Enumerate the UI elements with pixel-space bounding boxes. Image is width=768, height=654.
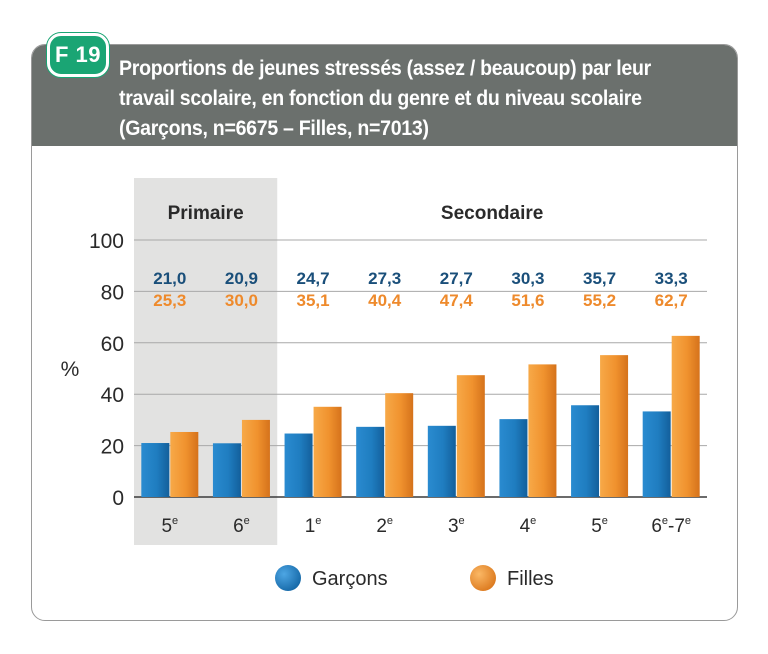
data-label-garcons: 24,7 [297,269,330,288]
bar-garcons [212,443,241,497]
data-label-garcons: 35,7 [583,269,616,288]
legend-swatch-filles [470,565,496,591]
y-tick-label: 20 [101,436,124,459]
bar-garcons [284,433,313,497]
legend-swatch-garcons [275,565,301,591]
data-label-garcons: 27,3 [368,269,401,288]
data-label-filles: 40,4 [368,291,402,310]
data-label-filles: 47,4 [440,291,474,310]
legend-label-filles: Filles [507,568,554,590]
data-label-filles: 25,3 [153,291,186,310]
bar-garcons [141,443,170,497]
bar-garcons [356,426,385,497]
figure-number: F 19 [54,42,102,67]
data-label-garcons: 30,3 [511,269,544,288]
figure-number-badge: F 19 [47,33,109,77]
x-tick-label: 3e [448,515,465,537]
data-label-garcons: 27,7 [440,269,473,288]
x-tick-label: 5e [591,515,608,537]
data-label-filles: 30,0 [225,291,258,310]
bar-garcons [499,419,528,497]
data-label-filles: 62,7 [655,291,688,310]
bar-filles [170,431,199,497]
y-axis-label: % [61,358,80,381]
x-tick-label: 6e-7e [651,515,691,537]
x-tick-label: 6e [233,515,250,537]
bar-garcons [571,405,600,497]
data-label-garcons: 33,3 [655,269,688,288]
bar-filles [528,364,557,497]
data-label-filles: 55,2 [583,291,616,310]
bar-filles [671,335,700,497]
y-tick-label: 80 [101,281,124,304]
x-tick-label: 5e [161,515,178,537]
data-label-filles: 51,6 [511,291,544,310]
legend-label-garcons: Garçons [312,568,388,590]
group-label-primaire: Primaire [168,203,244,224]
data-label-garcons: 21,0 [153,269,186,288]
y-tick-label: 40 [101,384,124,407]
y-tick-label: 100 [89,230,124,253]
group-label-secondaire: Secondaire [441,203,543,224]
x-tick-label: 4e [520,515,537,537]
bar-garcons [642,411,671,497]
bar-filles [241,419,270,497]
bar-filles [456,375,485,497]
x-tick-label: 1e [305,515,322,537]
bar-filles [385,393,414,497]
data-label-filles: 35,1 [297,291,330,310]
bar-filles [600,355,629,497]
figure-header: Proportions de jeunes stressés (assez / … [32,45,737,146]
bar-garcons [427,425,456,497]
chart-title: Proportions de jeunes stressés (assez / … [119,57,651,140]
bar-filles [313,406,342,497]
x-tick-label: 2e [376,515,393,537]
y-tick-label: 0 [112,487,124,510]
y-tick-label: 60 [101,333,124,356]
data-label-garcons: 20,9 [225,269,258,288]
